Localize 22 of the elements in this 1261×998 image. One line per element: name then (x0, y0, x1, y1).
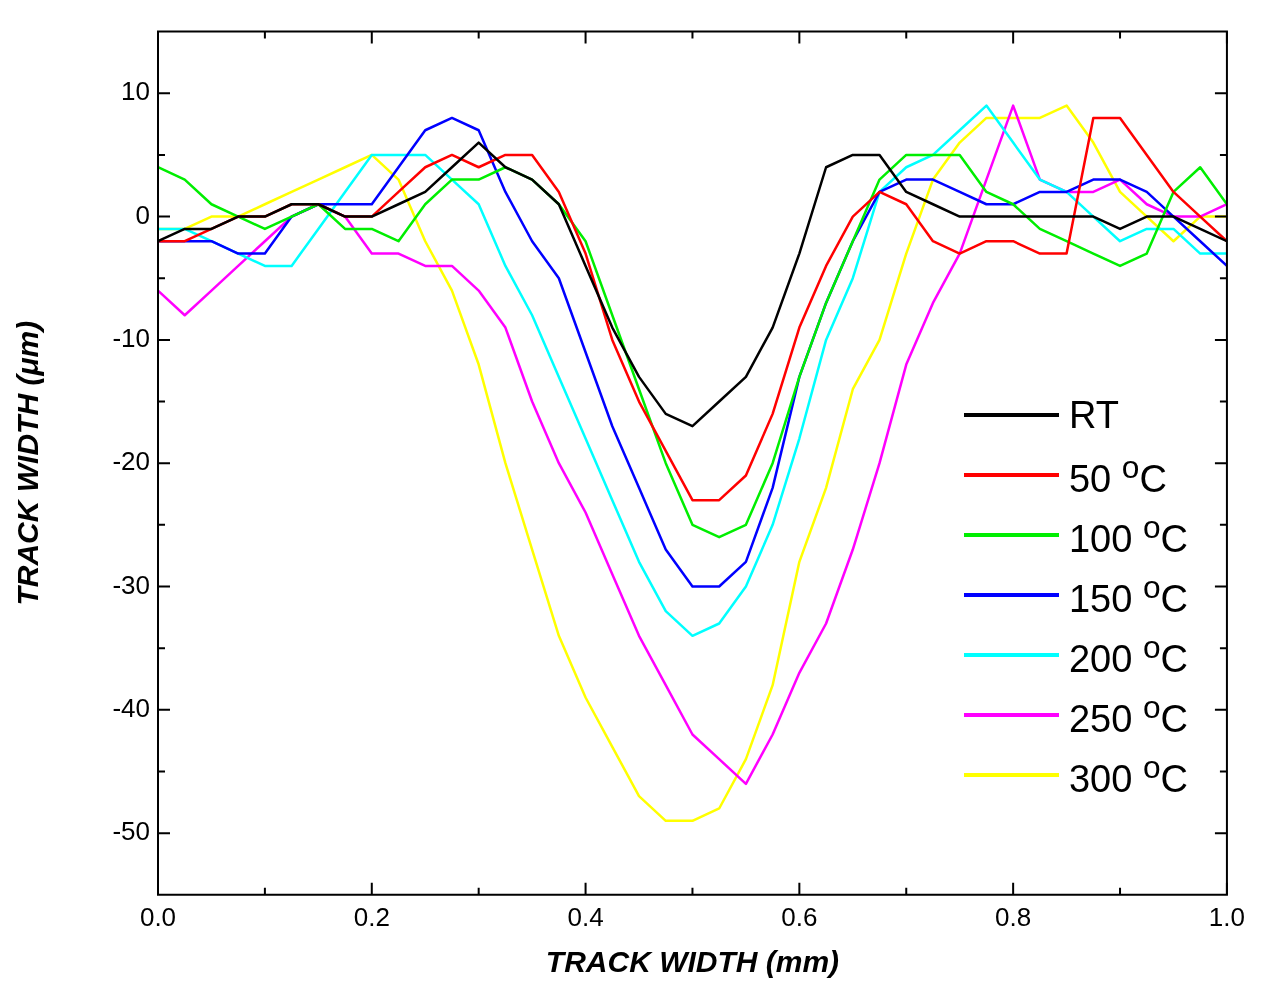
x-axis-title: TRACK WIDTH (mm) (545, 945, 840, 979)
y-tick-label: -20 (112, 446, 150, 477)
legend-label: 300 $^{o}$C (1068, 749, 1188, 801)
x-tick-label: 0.4 (567, 901, 604, 932)
legend-label: 100 $^{o}$C (1068, 509, 1188, 561)
y-tick-label: -50 (112, 816, 150, 847)
y-tick-label: -10 (112, 323, 150, 354)
x-tick-label: 0.6 (781, 901, 818, 932)
y-tick-label: 10 (121, 76, 150, 107)
x-tick-label: 1.0 (1208, 901, 1246, 932)
legend-label: 250 $^{o}$C (1068, 689, 1188, 741)
x-tick-label: 0.2 (353, 901, 390, 932)
y-tick-label: -40 (112, 693, 150, 723)
legend-label: 150 $^{o}$C (1068, 569, 1188, 621)
legend-label: RT (1068, 393, 1119, 437)
x-tick-label: 0.0 (139, 901, 177, 932)
y-axis-title: TRACK WIDTH (μm) (11, 320, 45, 606)
y-tick-label: -30 (112, 569, 150, 600)
y-tick-label: 0 (135, 199, 150, 230)
legend-label: 200 $^{o}$C (1068, 629, 1188, 681)
x-tick-label: 0.8 (995, 901, 1032, 932)
legend-label: 50 $^{o}$C (1068, 449, 1167, 501)
